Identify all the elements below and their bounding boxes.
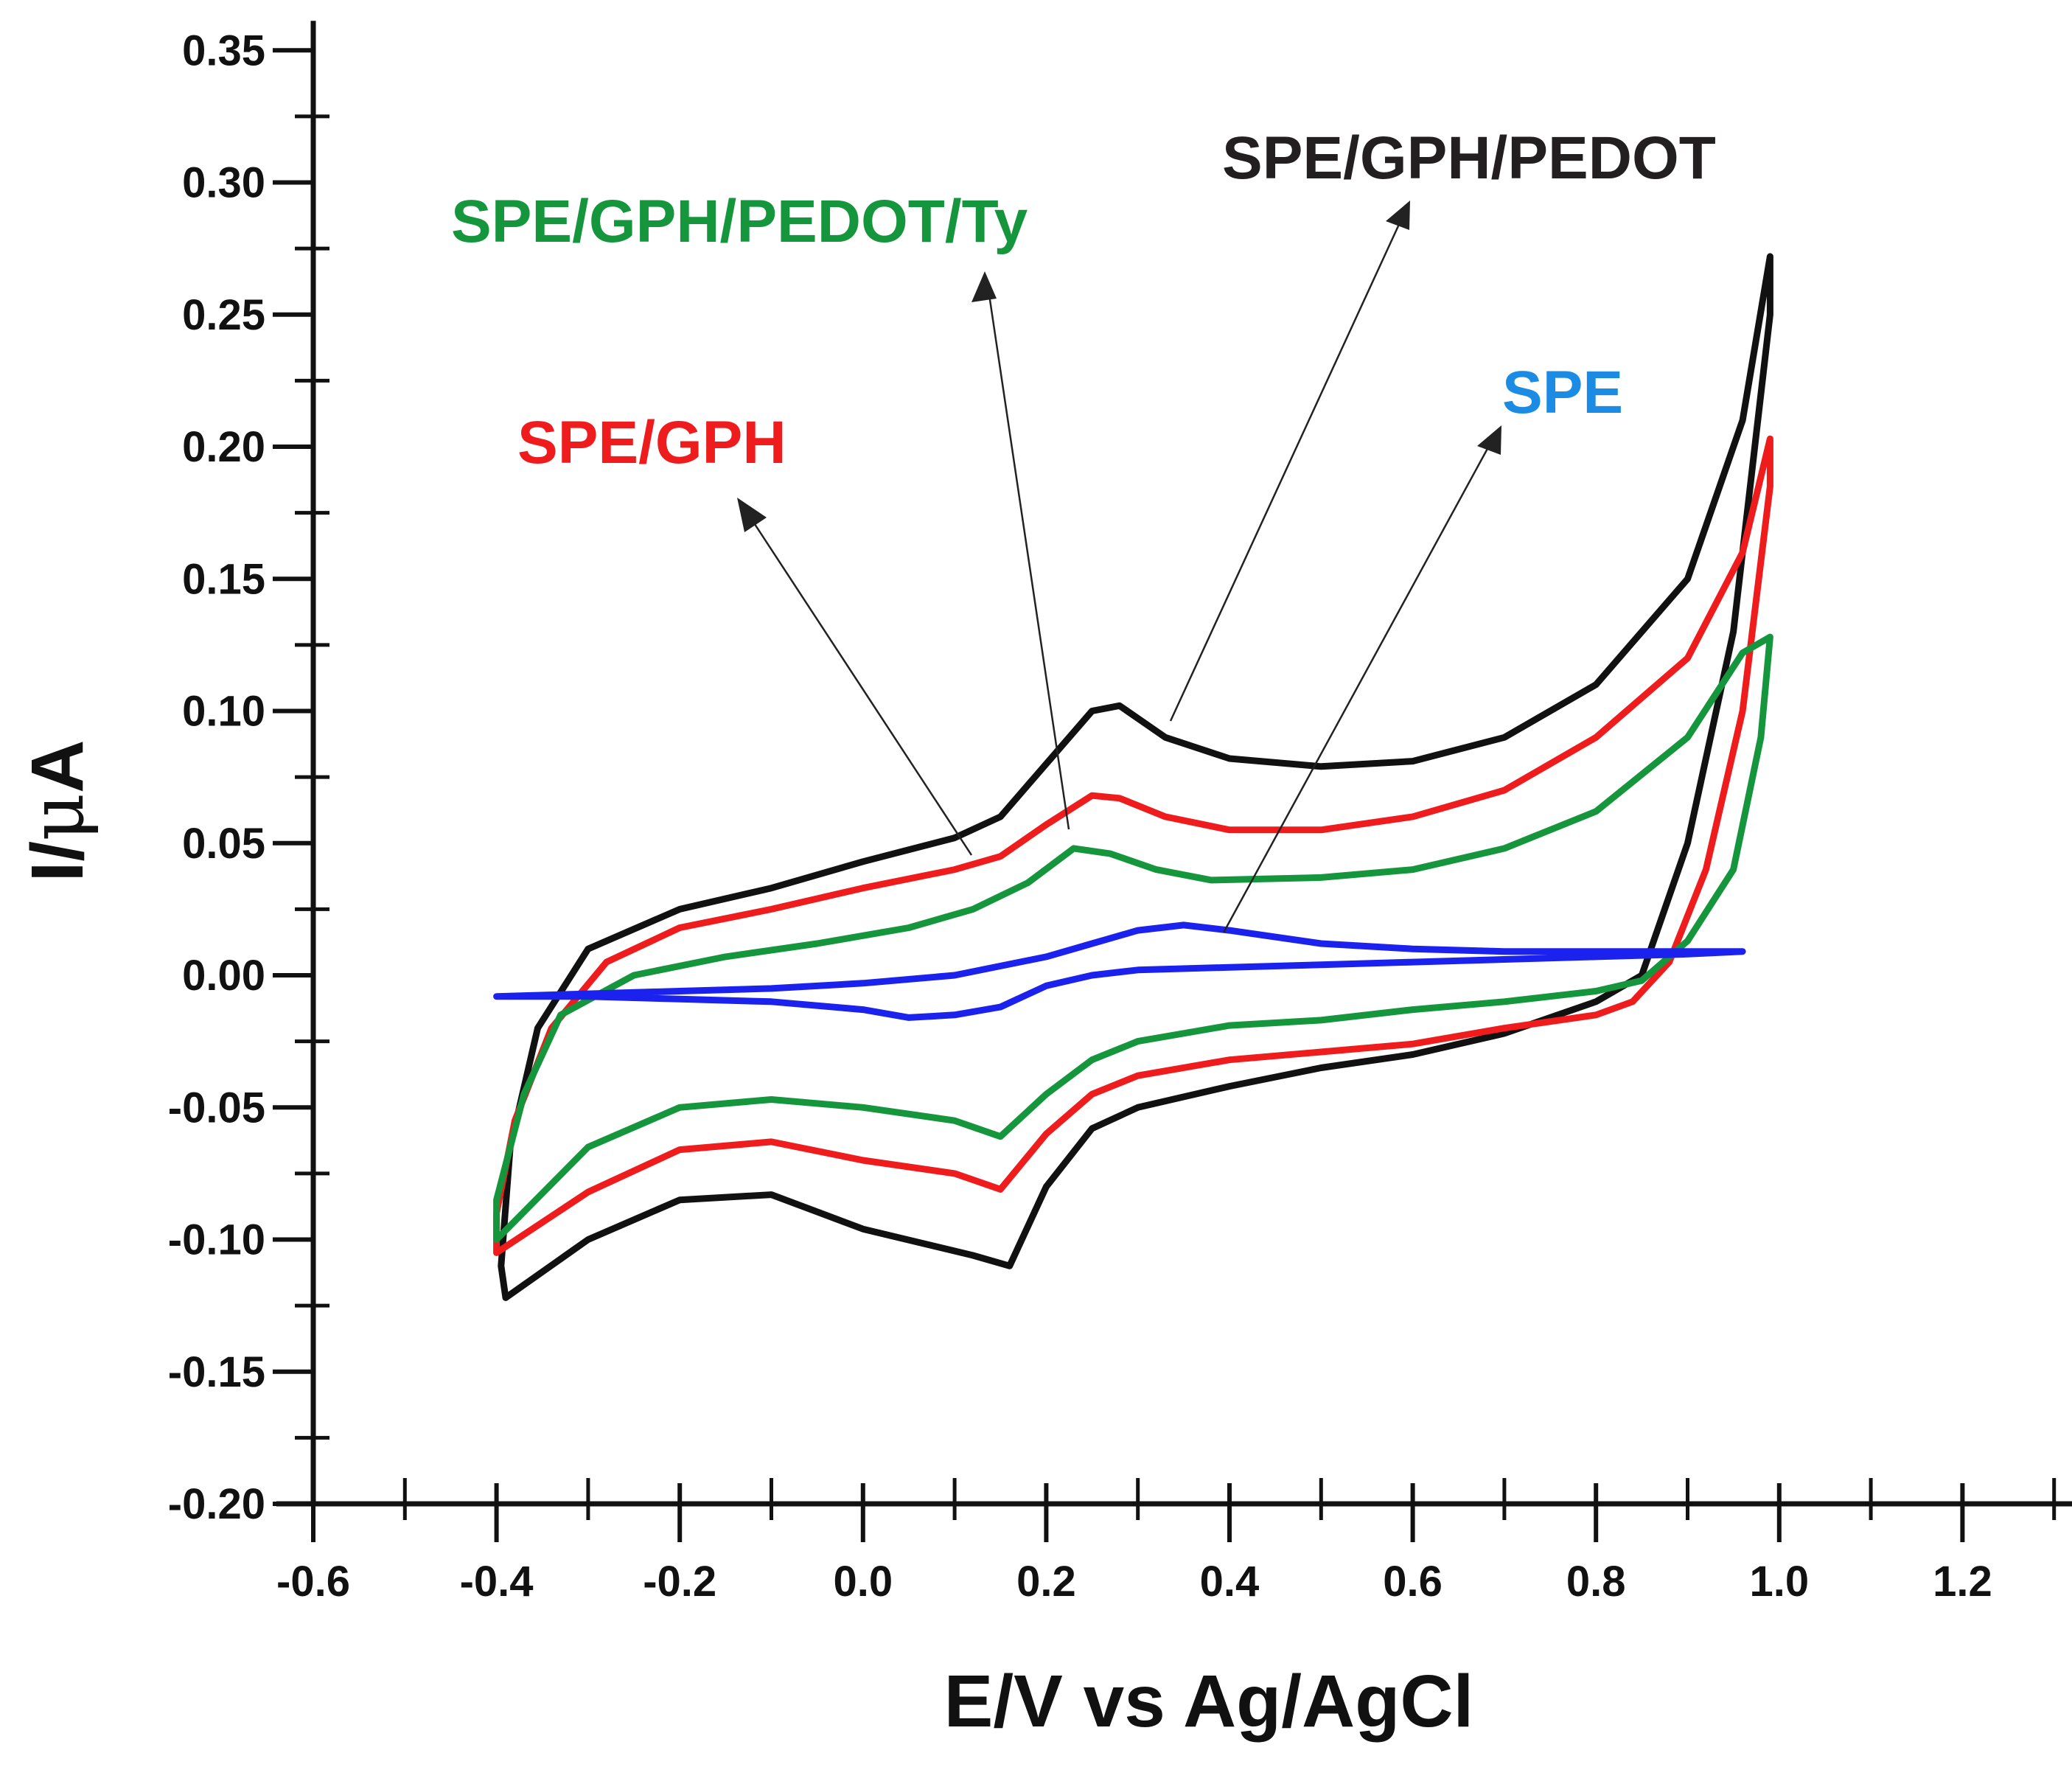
x-axis-title: E/V vs Ag/AgCl xyxy=(944,1660,1474,1743)
arrowhead-spe xyxy=(1477,425,1501,455)
series-spe xyxy=(493,921,1746,1021)
x-tick-label: 0.6 xyxy=(1383,1558,1443,1606)
x-tick-label: 0.0 xyxy=(833,1558,893,1606)
series-spe-gph xyxy=(493,435,1773,1256)
x-tick-label: -0.2 xyxy=(643,1558,716,1606)
y-tick-label: -0.15 xyxy=(168,1348,265,1396)
annotation-arrows xyxy=(750,220,1490,933)
x-tick-label: 1.0 xyxy=(1749,1558,1809,1606)
y-axis-title-greek: μ xyxy=(14,793,100,841)
label-spe: SPE xyxy=(1502,359,1623,426)
x-tick-label: 0.2 xyxy=(1016,1558,1076,1606)
series-spe-gph-pedot xyxy=(498,253,1773,1301)
y-tick-label: 0.30 xyxy=(182,159,265,207)
y-tick-label: 0.20 xyxy=(182,423,265,471)
arrow-spe xyxy=(1222,445,1490,933)
y-tick-label: -0.05 xyxy=(168,1084,265,1132)
y-axis-title-unit: A xyxy=(16,740,99,793)
x-tick-label: -0.6 xyxy=(276,1558,350,1606)
y-tick-label: 0.35 xyxy=(182,27,265,74)
arrowhead-spe-gph-pedot-ty xyxy=(972,271,997,302)
arrowhead-spe-gph xyxy=(737,498,767,532)
label-spe-gph-pedot: SPE/GPH/PEDOT xyxy=(1222,125,1716,192)
annotation-arrowheads xyxy=(737,201,1501,532)
x-tick-label: 0.8 xyxy=(1566,1558,1626,1606)
y-tick-label: 0.10 xyxy=(182,688,265,736)
arrow-spe-gph xyxy=(750,519,973,856)
y-tick-label: -0.10 xyxy=(168,1216,265,1264)
x-tick-label: 1.2 xyxy=(1933,1558,1992,1606)
y-tick-label: 0.25 xyxy=(182,291,265,339)
label-spe-gph: SPE/GPH xyxy=(517,409,786,476)
x-tick-label: -0.4 xyxy=(460,1558,534,1606)
y-tick-label: -0.20 xyxy=(168,1480,265,1528)
y-axis-title: I/μA xyxy=(14,740,100,882)
label-spe-gph-pedot-ty: SPE/GPH/PEDOT/Ty xyxy=(451,188,1028,255)
y-tick-label: 0.00 xyxy=(182,952,265,1000)
arrow-spe-gph-pedot-ty xyxy=(988,294,1070,830)
axes: -0.20-0.15-0.10-0.050.000.050.100.150.20… xyxy=(168,21,2072,1606)
y-tick-label: 0.05 xyxy=(182,820,265,868)
arrow-spe-gph-pedot xyxy=(1169,220,1402,722)
x-tick-label: 0.4 xyxy=(1200,1558,1260,1606)
y-tick-label: 0.15 xyxy=(182,555,265,603)
series-layer xyxy=(493,253,1773,1301)
series-spe-gph-pedot-ty xyxy=(493,633,1773,1243)
y-axis-title-prefix: I/ xyxy=(16,841,99,882)
arrowhead-spe-gph-pedot xyxy=(1386,201,1410,230)
